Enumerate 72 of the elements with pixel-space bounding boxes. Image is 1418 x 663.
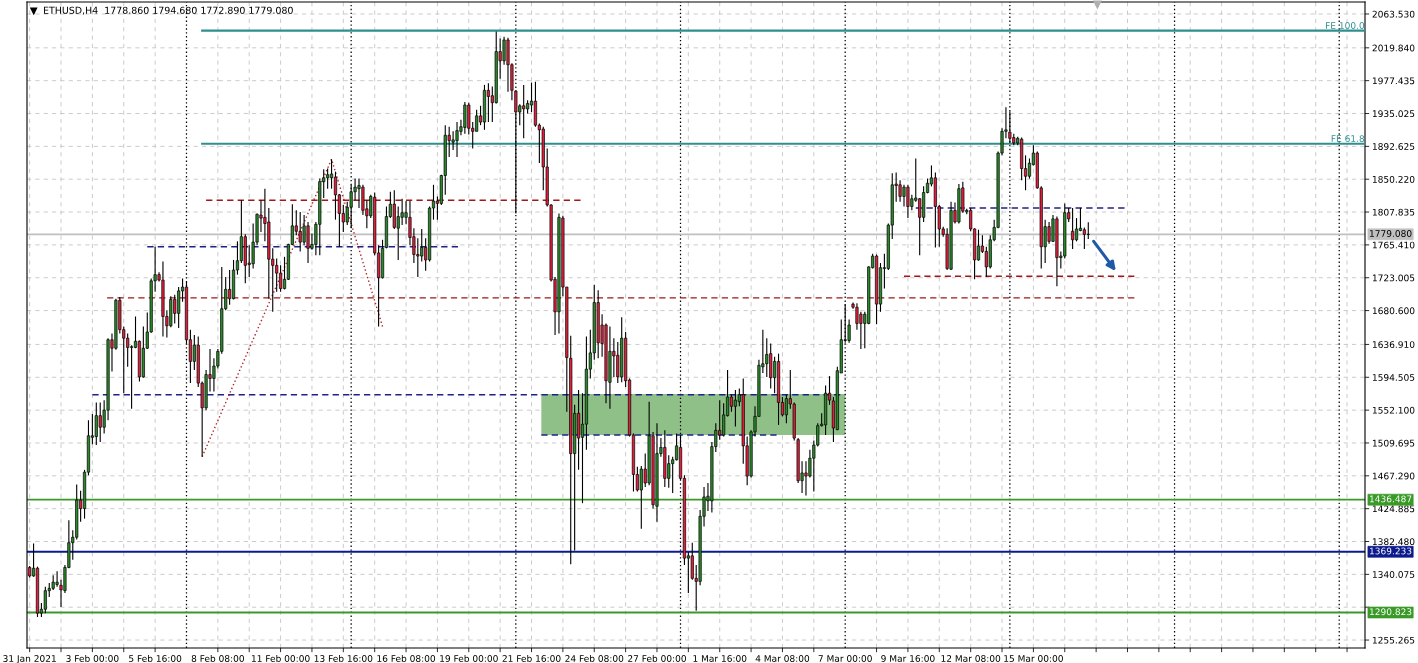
x-tick-label: 8 Feb 08:00 bbox=[191, 654, 244, 662]
candlestick bbox=[94, 401, 98, 446]
candlestick bbox=[173, 294, 177, 325]
ref-line-label: 1436.487 bbox=[1370, 495, 1412, 503]
candlestick bbox=[420, 228, 424, 263]
y-tick-label: 1850.220 bbox=[1372, 175, 1415, 183]
x-tick-label: 9 Mar 16:00 bbox=[881, 655, 935, 662]
x-tick-label: 16 Feb 08:00 bbox=[377, 654, 436, 662]
series-label: FE 100.0 bbox=[1325, 22, 1365, 29]
candlestick bbox=[733, 389, 737, 428]
y-tick-label: 1552.100 bbox=[1372, 406, 1415, 414]
candlestick bbox=[43, 586, 47, 614]
x-tick-label: 27 Feb 00:00 bbox=[628, 654, 686, 662]
x-tick-label: 19 Feb 00:00 bbox=[440, 654, 498, 662]
candlestick bbox=[859, 311, 863, 350]
candlestick bbox=[275, 257, 279, 293]
x-tick-label: 3 Feb 00:00 bbox=[66, 654, 119, 662]
x-tick-label: 31 Jan 2021 bbox=[3, 655, 56, 663]
candlestick bbox=[279, 264, 283, 293]
y-tick-label: 1509.695 bbox=[1372, 439, 1415, 447]
ref-line-label: 1290.823 bbox=[1370, 608, 1412, 616]
x-tick-label: 1 Mar 16:00 bbox=[693, 655, 747, 662]
y-tick-label: 2063.530 bbox=[1372, 10, 1415, 18]
x-tick-label: 7 Mar 00:00 bbox=[818, 655, 872, 662]
candlestick bbox=[392, 189, 396, 230]
x-tick-label: 11 Feb 00:00 bbox=[251, 654, 310, 662]
x-tick-label: 21 Feb 16:00 bbox=[502, 654, 561, 662]
x-tick-label: 13 Feb 16:00 bbox=[314, 654, 373, 662]
x-tick-label: 15 Mar 00:00 bbox=[1004, 655, 1063, 662]
chart-title: ETHUSD,H4 1778.860 1794.680 1772.890 1779.080 bbox=[43, 6, 293, 15]
candlestick bbox=[455, 121, 459, 158]
candlestick bbox=[522, 84, 526, 139]
y-tick-label: 1807.835 bbox=[1372, 208, 1415, 216]
y-tick-label: 1424.885 bbox=[1372, 505, 1415, 513]
y-tick-label: 1765.410 bbox=[1372, 241, 1415, 249]
candlestick bbox=[1071, 207, 1075, 250]
y-tick-label: 1935.025 bbox=[1372, 110, 1415, 118]
candlestick bbox=[784, 394, 788, 424]
x-tick-label: 12 Mar 08:00 bbox=[941, 655, 1001, 662]
candlestick bbox=[228, 269, 232, 306]
x-tick-label: 24 Feb 08:00 bbox=[565, 654, 624, 662]
candlestick bbox=[98, 401, 102, 443]
x-tick-label: 4 Mar 08:00 bbox=[755, 655, 810, 662]
y-tick-label: 1723.005 bbox=[1372, 274, 1415, 282]
candlestick bbox=[298, 211, 302, 252]
candlestick bbox=[639, 465, 643, 530]
candlestick bbox=[1082, 226, 1086, 250]
candlestick bbox=[486, 82, 490, 123]
candlestick bbox=[804, 460, 808, 496]
candlestick bbox=[333, 171, 338, 221]
candlestick bbox=[902, 184, 906, 208]
y-tick-label: 1340.075 bbox=[1372, 571, 1415, 578]
candlestick bbox=[1047, 221, 1051, 245]
ref-line-label: 1779.080 bbox=[1370, 230, 1412, 237]
y-tick-label: 1636.910 bbox=[1372, 341, 1415, 348]
y-tick-label: 1977.435 bbox=[1372, 77, 1415, 85]
candlestick bbox=[616, 341, 620, 384]
candlestick bbox=[906, 184, 910, 219]
candlestick bbox=[326, 167, 330, 190]
candlestick bbox=[1074, 217, 1079, 242]
y-tick-label: 1255.265 bbox=[1372, 636, 1415, 644]
x-tick-label: 5 Feb 16:00 bbox=[129, 654, 182, 662]
y-tick-label: 1892.625 bbox=[1372, 143, 1415, 150]
y-tick-label: 1680.600 bbox=[1372, 307, 1415, 315]
candlestick bbox=[475, 109, 479, 132]
y-tick-label: 2019.840 bbox=[1372, 44, 1415, 52]
candlestick bbox=[463, 101, 467, 135]
series-label: FE 61.8 bbox=[1331, 135, 1365, 142]
y-tick-label: 1467.290 bbox=[1372, 472, 1415, 480]
y-tick-label: 1382.480 bbox=[1372, 538, 1415, 546]
y-tick-label: 1594.505 bbox=[1372, 374, 1415, 381]
ref-line-label: 1369.233 bbox=[1370, 547, 1412, 555]
